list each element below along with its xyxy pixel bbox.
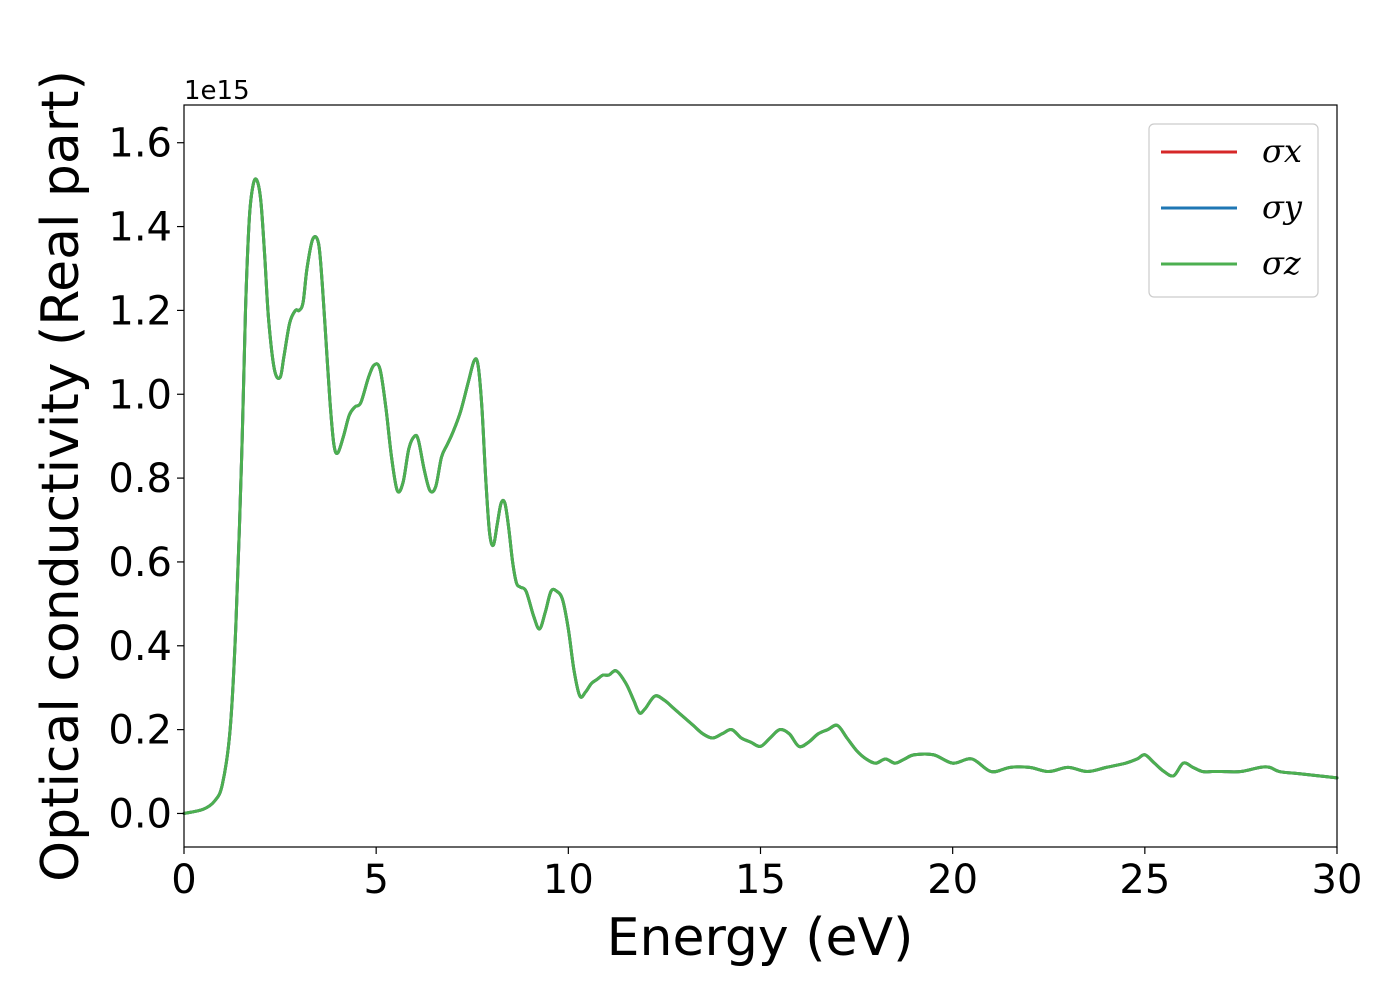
y-tick-label: 0.0: [108, 791, 172, 837]
x-tick-label: 30: [1312, 857, 1363, 903]
y-tick-label: 1.2: [108, 288, 172, 334]
series-line-sigma-z: [182, 177, 1339, 815]
x-tick-label: 5: [363, 857, 388, 903]
x-tick-label: 25: [1119, 857, 1170, 903]
y-tick-label: 0.6: [108, 540, 172, 586]
y-tick-label: 1.4: [108, 205, 172, 251]
legend-label-y: σy: [1262, 188, 1303, 226]
y-tick-label: 1.6: [108, 121, 172, 167]
y-tick-label: 1.0: [108, 372, 172, 418]
legend-label-z: σz: [1262, 244, 1302, 282]
x-tick-label: 10: [543, 857, 594, 903]
legend: σx σy σz: [1148, 123, 1319, 298]
legend-box: [1148, 123, 1319, 298]
y-axis-title: Optical conductivity (Real part): [31, 70, 91, 882]
x-tick-label: 0: [171, 857, 196, 903]
y-tick-label: 0.8: [108, 456, 172, 502]
legend-label-x: σx: [1262, 132, 1302, 170]
y-tick-label: 0.2: [108, 708, 172, 754]
x-tick-label: 20: [927, 857, 978, 903]
y-axis: 0.0 0.2 0.4 0.6 0.8 1.0 1.2 1.4 1.6: [108, 121, 184, 837]
y-offset-label: 1e15: [184, 76, 250, 106]
x-axis-title: Energy (eV): [607, 908, 914, 968]
x-tick-label: 15: [735, 857, 786, 903]
series-layer: [182, 177, 1339, 815]
x-axis: 0 5 10 15 20 25 30: [171, 847, 1362, 903]
y-tick-label: 0.4: [108, 624, 172, 670]
